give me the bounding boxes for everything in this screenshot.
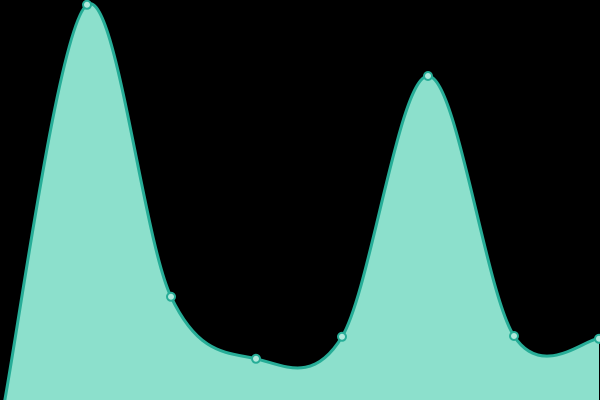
data-point-marker[interactable] (82, 0, 92, 10)
data-point-marker[interactable] (509, 331, 519, 341)
data-point-marker[interactable] (166, 291, 176, 302)
data-point-marker[interactable] (594, 333, 600, 344)
area-line (3, 2, 600, 400)
data-point-marker[interactable] (251, 353, 261, 364)
area-fill (4, 3, 599, 400)
data-point-marker[interactable] (423, 71, 433, 81)
data-point-marker[interactable] (337, 331, 347, 342)
